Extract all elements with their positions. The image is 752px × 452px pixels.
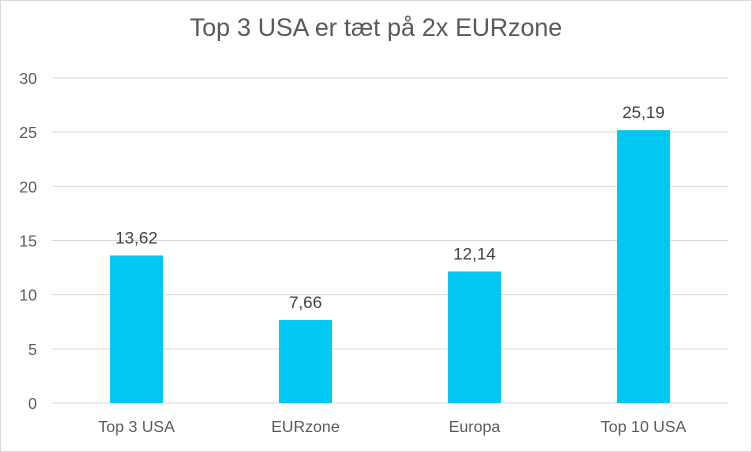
data-label: 25,19 — [622, 103, 665, 122]
y-tick-label: 0 — [28, 396, 37, 413]
y-tick-label: 5 — [28, 342, 37, 359]
y-tick-label: 20 — [19, 179, 37, 196]
y-tick-label: 30 — [19, 71, 37, 88]
data-label: 12,14 — [453, 244, 496, 263]
data-label: 13,62 — [115, 228, 158, 247]
y-tick-label: 25 — [19, 125, 37, 142]
x-tick-label: EURzone — [271, 419, 340, 436]
y-tick-label: 10 — [19, 288, 37, 305]
bar — [448, 271, 501, 403]
chart-title: Top 3 USA er tæt på 2x EURzone — [189, 14, 563, 42]
x-tick-label: Europa — [449, 419, 501, 436]
data-label: 7,66 — [289, 293, 322, 312]
y-tick-label: 15 — [19, 234, 37, 251]
x-tick-label: Top 10 USA — [601, 419, 687, 436]
x-tick-label: Top 3 USA — [98, 419, 175, 436]
bar — [279, 320, 332, 403]
bar — [617, 130, 670, 403]
bar — [110, 255, 163, 403]
